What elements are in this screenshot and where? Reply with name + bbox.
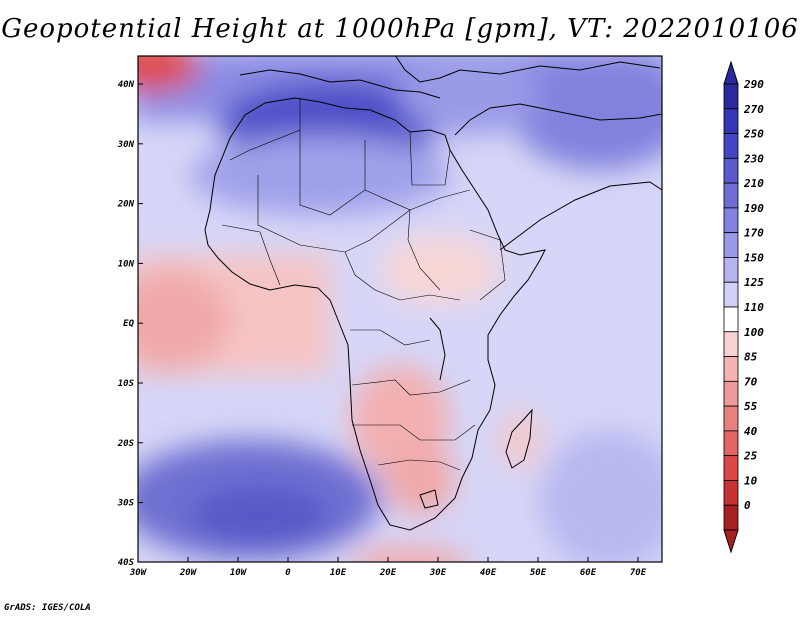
y-tick-label: 10S <box>118 379 135 389</box>
x-axis: 30W 20W 10W 0 10E 20E 30E 40E 50E 60E 70E <box>129 557 647 578</box>
colorbar-level-label: 230 <box>743 152 764 165</box>
colorbar-level-label: 10 <box>744 474 758 487</box>
colorbar-level-label: 150 <box>744 251 764 264</box>
colorbar-segment <box>723 257 739 283</box>
x-tick-label: 0 <box>285 568 291 578</box>
colorbar-segment <box>723 504 739 531</box>
x-tick-label: 20W <box>179 568 198 578</box>
y-tick-label: 30N <box>117 140 135 150</box>
colorbar: 2902702502302101901701501251101008570554… <box>723 60 764 554</box>
colorbar-segment <box>723 306 739 333</box>
shaded-field <box>138 56 662 562</box>
colorbar-level-label: 25 <box>743 450 758 463</box>
colorbar-level-label: 190 <box>744 202 764 215</box>
colorbar-segment <box>723 207 739 234</box>
country-borders <box>221 98 506 471</box>
y-tick-label: 20N <box>117 200 135 210</box>
colorbar-level-label: 170 <box>744 227 764 240</box>
colorbar-top-arrow <box>723 60 739 85</box>
x-tick-label: 30W <box>129 568 148 578</box>
colorbar-level-label: 0 <box>744 499 751 512</box>
colorbar-segment <box>723 430 739 457</box>
colorbar-level-label: 125 <box>744 276 764 289</box>
colorbar-segment <box>723 157 739 184</box>
x-tick-label: 70E <box>630 568 647 578</box>
colorbar-level-label: 110 <box>744 301 764 314</box>
map-title: Geopotential Height at 1000hPa [gpm], VT… <box>1 14 799 44</box>
y-tick-label: 10N <box>118 259 135 269</box>
colorbar-segment <box>723 380 739 407</box>
y-tick-label: 40S <box>118 558 135 568</box>
y-tick-label: 20S <box>117 439 135 449</box>
colorbar-level-label: 270 <box>743 103 764 116</box>
x-tick-label: 60E <box>580 568 597 578</box>
y-tick-label: 40N <box>118 80 135 90</box>
x-tick-label: 10W <box>230 568 248 578</box>
x-tick-label: 40E <box>480 568 497 578</box>
colorbar-level-label: 210 <box>743 177 764 190</box>
colorbar-level-label: 290 <box>743 78 764 91</box>
colorbar-level-label: 55 <box>744 400 758 413</box>
colorbar-level-label: 70 <box>744 375 758 388</box>
colorbar-segment <box>723 108 739 134</box>
grads-credit: GrADS: IGES/COLA <box>4 603 91 613</box>
x-tick-label: 10E <box>330 568 347 578</box>
y-tick-label: EQ <box>123 319 134 329</box>
colorbar-level-label: 250 <box>743 128 764 141</box>
x-tick-label: 20E <box>379 568 397 578</box>
colorbar-segment <box>723 182 739 209</box>
colorbar-level-label: 85 <box>744 351 758 364</box>
colorbar-bottom-arrow <box>723 529 739 554</box>
colorbar-segment <box>723 232 739 258</box>
y-tick-label: 30S <box>117 499 135 509</box>
x-tick-label: 30E <box>429 568 447 578</box>
colorbar-segment <box>723 83 739 110</box>
colorbar-segment <box>723 331 739 357</box>
colorbar-level-label: 40 <box>744 425 758 438</box>
colorbar-segment <box>723 133 739 159</box>
colorbar-segment <box>723 356 739 382</box>
colorbar-segment <box>723 455 739 481</box>
plot-frame <box>137 55 663 563</box>
x-tick-label: 50E <box>530 568 547 578</box>
colorbar-segment <box>723 281 739 308</box>
coastlines <box>204 56 662 531</box>
y-axis: 40N 30N 20N 10N EQ 10S 20S 30S 40S <box>117 80 143 568</box>
colorbar-segment <box>723 480 739 506</box>
colorbar-segment <box>723 405 739 432</box>
colorbar-level-label: 100 <box>744 326 764 339</box>
